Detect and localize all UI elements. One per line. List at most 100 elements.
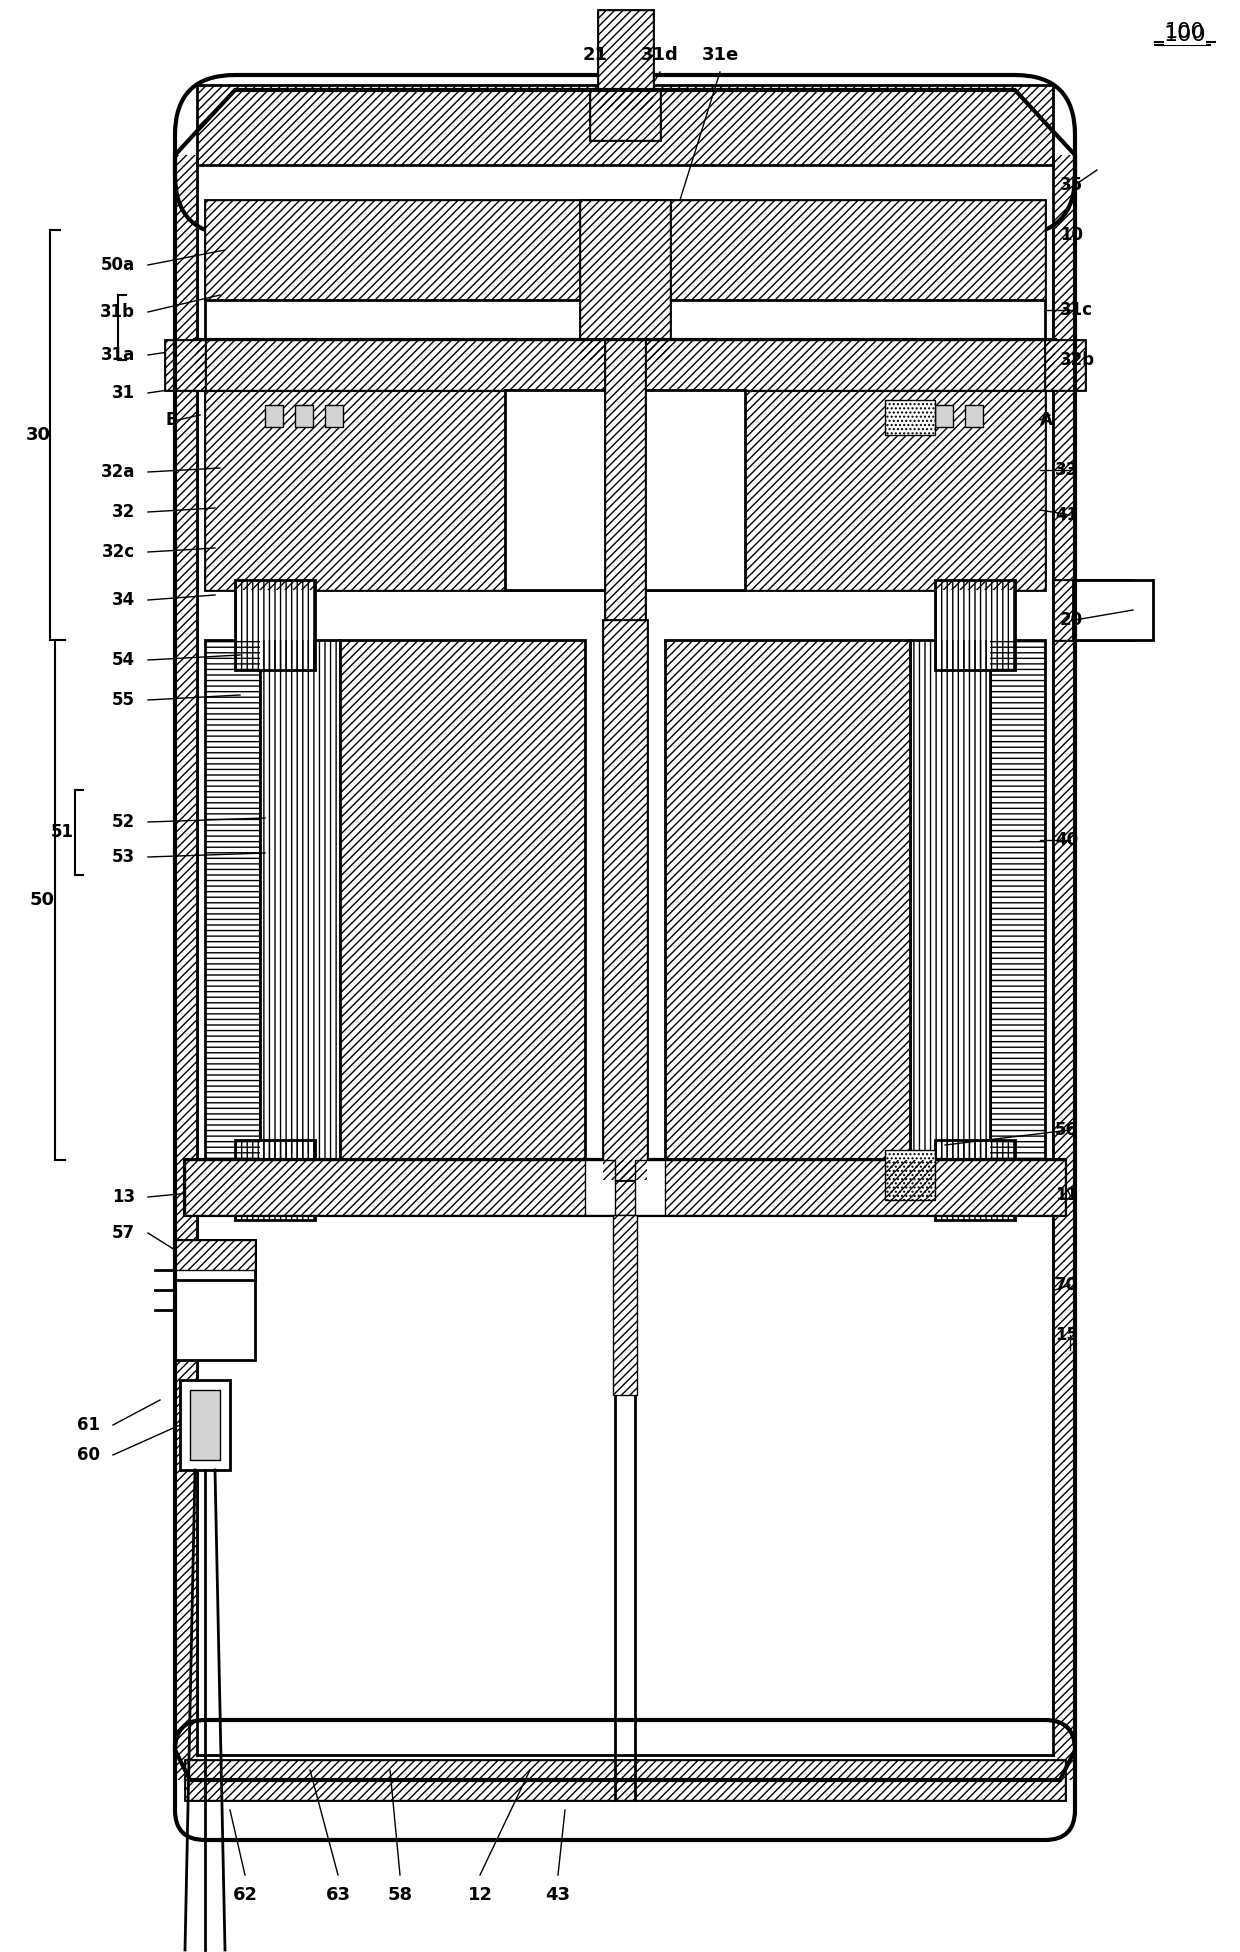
Bar [1053, 154, 1075, 1780]
Bar [613, 1214, 637, 1396]
Text: 53: 53 [112, 847, 135, 867]
Text: A: A [1040, 412, 1053, 429]
Bar [205, 390, 1045, 590]
Text: 35: 35 [1060, 176, 1083, 193]
Bar [905, 404, 923, 427]
Bar [205, 390, 1045, 590]
Text: 60: 60 [77, 1446, 100, 1464]
Text: 56: 56 [1055, 1120, 1078, 1140]
Text: 32: 32 [112, 504, 135, 521]
Bar [295, 404, 312, 427]
Bar [935, 404, 954, 427]
Text: 43: 43 [546, 1886, 570, 1903]
Bar [190, 1390, 219, 1460]
Bar [580, 199, 670, 359]
Bar [175, 1240, 255, 1271]
Text: 32c: 32c [102, 543, 135, 560]
Bar [340, 640, 585, 1159]
Text: 58: 58 [387, 1886, 413, 1903]
Text: 62: 62 [233, 1886, 258, 1903]
Bar [665, 640, 910, 1159]
Bar [935, 1140, 1016, 1220]
Text: 31b: 31b [100, 303, 135, 320]
Text: 54: 54 [112, 652, 135, 670]
Bar [580, 199, 670, 359]
Bar [1053, 580, 1073, 640]
Bar [236, 580, 315, 670]
Bar [505, 390, 745, 590]
FancyBboxPatch shape [175, 74, 1075, 234]
Bar [165, 340, 205, 390]
Bar [205, 390, 1045, 590]
Bar [205, 199, 1045, 301]
Bar [635, 1159, 665, 1214]
Bar [605, 340, 645, 621]
Bar [205, 199, 1045, 301]
Bar [935, 1140, 1016, 1220]
Bar [965, 404, 983, 427]
Bar [260, 640, 340, 1159]
Text: 31c: 31c [1060, 301, 1092, 318]
Text: 63: 63 [325, 1886, 351, 1903]
Bar [175, 154, 197, 1780]
Bar [236, 1140, 315, 1220]
Bar [165, 340, 205, 390]
Text: 20: 20 [1060, 611, 1083, 629]
Bar [185, 1159, 1065, 1214]
Bar [1045, 340, 1085, 390]
Bar [580, 199, 670, 359]
Bar [185, 1159, 1065, 1214]
Bar [885, 1150, 935, 1200]
Bar [1073, 580, 1153, 640]
Bar [935, 580, 1016, 670]
FancyBboxPatch shape [175, 1720, 1075, 1841]
Bar [175, 154, 197, 1780]
Bar [236, 580, 315, 670]
Bar [590, 90, 660, 141]
Bar [195, 340, 1055, 390]
Text: 31d: 31d [641, 47, 678, 64]
Text: 15: 15 [1055, 1325, 1078, 1345]
Text: 41: 41 [1055, 506, 1078, 523]
Text: 21: 21 [583, 47, 608, 64]
Bar [175, 1240, 255, 1281]
Bar [197, 86, 1053, 166]
Bar [165, 340, 205, 390]
Bar [205, 199, 1045, 301]
Text: 31a: 31a [100, 346, 135, 363]
Text: 31: 31 [112, 385, 135, 402]
Bar [613, 1214, 637, 1396]
Text: 31e: 31e [702, 47, 739, 64]
Bar [195, 340, 1055, 390]
Bar [197, 86, 1053, 166]
Bar [585, 1159, 615, 1214]
Bar [205, 640, 260, 1159]
Bar [1053, 154, 1075, 1780]
Bar [910, 640, 990, 1159]
Bar [265, 404, 283, 427]
Bar [935, 580, 1016, 670]
Bar [175, 1240, 255, 1271]
Bar [175, 154, 197, 1780]
Text: B: B [165, 412, 179, 429]
Text: 57: 57 [112, 1224, 135, 1241]
Bar [990, 640, 1045, 1159]
Text: 52: 52 [112, 812, 135, 832]
Text: 13: 13 [112, 1189, 135, 1206]
Text: 34: 34 [112, 591, 135, 609]
Text: 50: 50 [30, 890, 55, 910]
Bar [598, 10, 653, 109]
Bar [340, 640, 585, 1159]
Bar [205, 640, 260, 1159]
Text: 100: 100 [1163, 25, 1207, 45]
Bar [185, 1761, 1065, 1800]
Text: 10: 10 [1060, 226, 1083, 244]
Bar [205, 301, 1045, 340]
Text: 12: 12 [467, 1886, 492, 1903]
Bar [990, 640, 1045, 1159]
Text: 30: 30 [26, 426, 51, 443]
Bar [325, 404, 343, 427]
Bar [185, 1761, 1065, 1800]
Bar [260, 640, 340, 1159]
Text: 51: 51 [51, 824, 73, 841]
